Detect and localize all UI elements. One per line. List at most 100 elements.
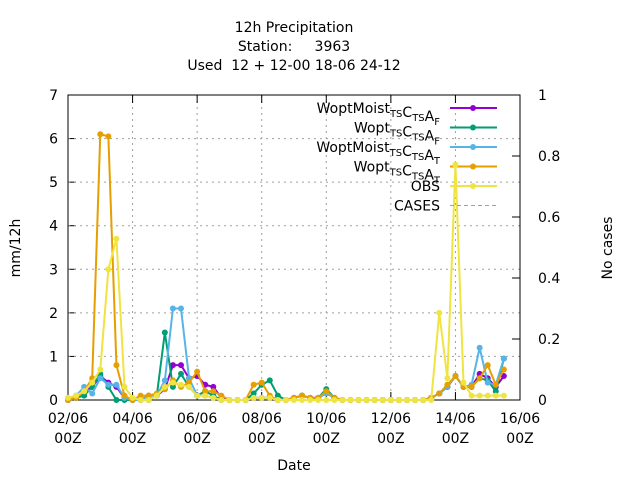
data-point [339,397,346,403]
y2-tick-label: 1 [538,88,547,104]
x-axis-label: Date [277,458,310,474]
chart-title: 12h Precipitation [235,20,354,36]
data-point [371,397,378,403]
y2-tick-label: 0.8 [538,149,560,165]
y-tick-label: 5 [49,175,58,191]
y-tick-label: 3 [49,262,58,278]
data-point [412,397,419,403]
data-point [65,394,71,401]
data-point [161,377,168,384]
data-point [234,397,241,403]
data-point [476,392,483,399]
data-point [97,375,104,382]
data-point [500,392,507,399]
x-tick-label: 14/06 00Z [435,411,476,447]
data-point [202,392,209,399]
data-point [186,379,193,386]
data-point [323,397,330,403]
data-point [97,366,104,373]
data-point [274,392,281,399]
data-point [363,397,370,403]
y2-tick-label: 0.6 [538,210,560,226]
data-point [484,362,491,369]
x-tick-label: 16/06 00Z [499,411,541,447]
data-point [420,397,427,403]
data-point [274,397,281,403]
legend-label: OBS [411,179,440,195]
data-point [121,392,128,399]
data-point [323,388,330,395]
data-point [452,161,459,168]
y-tick-label: 2 [49,306,58,322]
data-point [250,381,257,388]
legend-label: WoptTSCTSAT [354,160,441,187]
data-point [404,397,410,403]
data-point [178,370,184,377]
x-tick-label: 12/06 00Z [370,411,412,447]
data-point [89,379,96,386]
data-point [291,397,297,403]
data-point [315,397,322,403]
data-point [355,397,362,403]
data-point [210,388,217,395]
data-point [500,355,507,362]
x-tick-label: 06/06 00Z [176,411,218,447]
data-point [161,383,168,390]
legend-label: WoptMoistTSCTSAT [316,140,441,167]
data-point [299,397,306,403]
data-point [210,394,217,401]
data-point [500,366,507,373]
data-point [218,397,225,403]
data-point [169,305,176,312]
data-point [194,392,201,399]
y-tick-label: 4 [49,219,58,235]
data-point [105,133,112,140]
data-point [178,305,184,312]
data-point [347,397,354,403]
legend-label: WoptTSCTSAF [354,121,440,148]
data-point [210,383,217,390]
data-point [395,397,402,403]
data-point [113,235,120,242]
data-point [145,392,152,399]
series-line [67,332,505,402]
data-point [476,375,483,382]
data-point [444,375,451,382]
data-point [492,388,499,395]
data-point [307,397,314,403]
data-point [113,362,120,369]
data-point [137,397,144,403]
data-point [194,368,201,375]
data-point [436,309,443,316]
data-point [169,379,176,386]
data-point [73,392,80,399]
data-point [258,394,265,401]
chart-subtitle: Used 12 + 12-00 18-06 24-12 [187,58,400,74]
data-point [105,266,112,273]
y-tick-label: 1 [49,349,58,365]
data-point [113,397,120,403]
chart-subtitle: Station: 3963 [238,39,350,55]
x-tick-label: 10/06 00Z [306,411,347,447]
series-line [67,132,505,402]
data-point [500,373,507,380]
data-point [266,394,273,401]
data-point [436,390,443,397]
data-point [266,377,273,384]
data-point [460,379,467,386]
data-point [121,383,128,390]
data-point [428,397,435,403]
data-point [379,397,386,403]
data-point [258,379,265,386]
data-point [484,379,491,386]
data-point [81,392,88,399]
data-point [226,397,233,403]
legend-label: WoptMoistTSCTSAF [317,101,441,128]
data-point [89,390,96,397]
data-point [97,131,104,138]
data-point [137,392,144,399]
data-point [299,392,306,399]
data-point [468,392,475,399]
data-point [250,390,257,397]
